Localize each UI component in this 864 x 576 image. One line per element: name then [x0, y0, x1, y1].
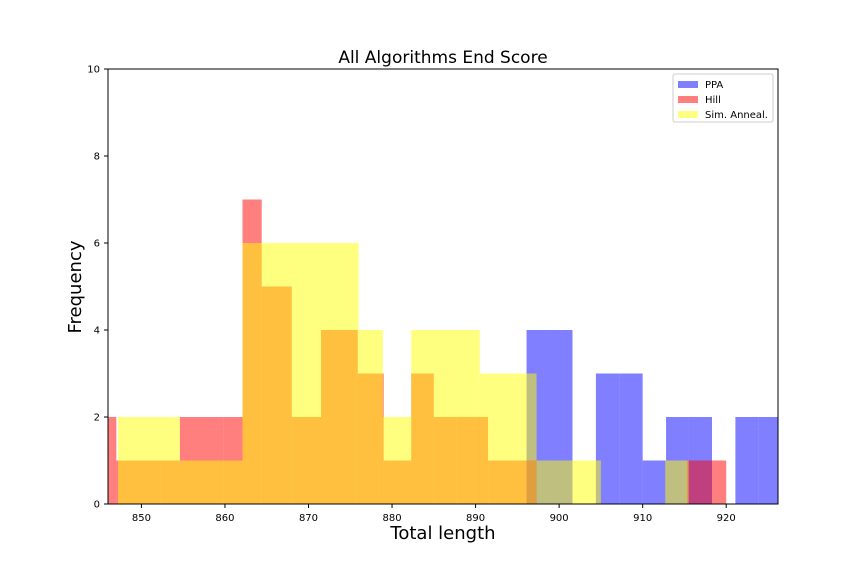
bar-sim-anneal	[665, 460, 689, 504]
y-tick-label: 2	[94, 413, 100, 424]
x-tick-label: 850	[132, 513, 151, 524]
y-tick-label: 0	[94, 500, 100, 511]
bar-sim-anneal	[242, 243, 264, 504]
bar-sim-anneal	[516, 373, 537, 504]
series-sim-anneal	[118, 243, 689, 504]
x-tick-label: 880	[382, 513, 401, 524]
legend-swatch-sim-anneal	[678, 111, 698, 118]
x-tick-label: 890	[466, 513, 485, 524]
y-tick-label: 8	[94, 152, 100, 163]
y-tick-label: 6	[94, 239, 100, 250]
x-tick-label: 920	[717, 513, 736, 524]
plot-frame	[107, 68, 779, 505]
ticks-layer: 850 860 870 880 890 900 910 920 0 2 4 6 8 10	[87, 65, 735, 525]
bar-sim-anneal	[382, 417, 412, 504]
chart-title: All Algorithms End Score	[338, 48, 547, 68]
bar-hill	[108, 417, 117, 504]
y-axis-label: Frequency	[65, 240, 86, 333]
bar-ppa	[619, 373, 643, 504]
legend: PPA Hill Sim. Anneal.	[672, 73, 774, 123]
x-tick-label: 870	[299, 513, 318, 524]
bar-sim-anneal	[479, 373, 517, 504]
bar-ppa	[595, 373, 620, 504]
bar-hill	[686, 460, 725, 504]
bar-sim-anneal	[118, 417, 180, 504]
bar-ppa	[735, 417, 759, 504]
bar-sim-anneal	[263, 243, 359, 504]
bar-sim-anneal	[411, 330, 480, 504]
bars-layer	[108, 199, 778, 504]
legend-swatch-ppa	[678, 81, 698, 88]
bar-sim-anneal	[358, 330, 383, 504]
legend-label-sim-anneal: Sim. Anneal.	[705, 110, 768, 121]
x-tick-label: 900	[550, 513, 569, 524]
legend-swatch-hill	[678, 96, 698, 103]
x-tick-label: 860	[215, 513, 234, 524]
bar-hill	[724, 460, 727, 504]
y-tick-label: 4	[94, 326, 100, 337]
legend-label-hill: Hill	[705, 95, 721, 106]
x-tick-label: 910	[633, 513, 652, 524]
bar-ppa	[758, 417, 778, 504]
bar-sim-anneal	[179, 460, 243, 504]
y-tick-label: 10	[87, 65, 100, 76]
x-axis-label: Total length	[389, 523, 495, 544]
bar-sim-anneal	[536, 460, 601, 504]
bar-ppa	[642, 460, 667, 504]
legend-label-ppa: PPA	[705, 80, 723, 91]
